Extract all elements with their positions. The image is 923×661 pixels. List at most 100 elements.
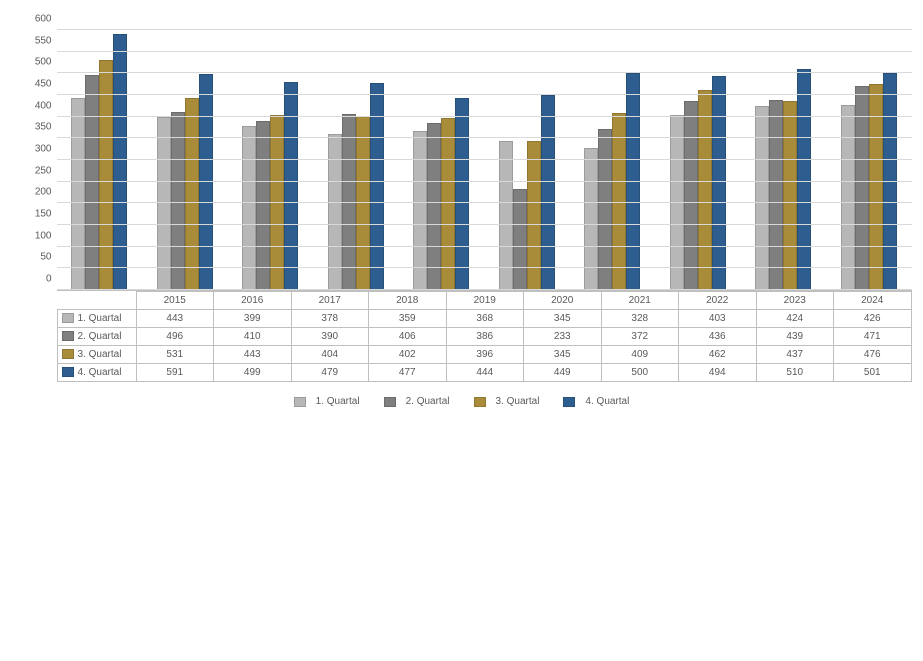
table-cell: 404 (291, 346, 369, 364)
legend-item: 1. Quartal (294, 396, 360, 407)
table-cell: 496 (136, 328, 214, 346)
bar (755, 106, 769, 290)
bar (370, 83, 384, 290)
grid-line (57, 29, 912, 30)
table-cell: 439 (756, 328, 834, 346)
data-table: 2015201620172018201920202021202220232024… (57, 291, 912, 382)
legend-item: 3. Quartal (474, 396, 540, 407)
legend-swatch-icon (474, 397, 486, 407)
bar (698, 90, 712, 290)
bar (783, 101, 797, 290)
legend-label: 3. Quartal (496, 396, 540, 407)
bar (841, 105, 855, 290)
year-header: 2015 (136, 292, 214, 310)
table-cell: 402 (369, 346, 447, 364)
chart-container: 050100150200250300350400450500550600 201… (12, 30, 912, 407)
bar (441, 118, 455, 290)
table-cell: 426 (834, 310, 912, 328)
y-tick-label: 150 (22, 209, 52, 220)
y-tick-label: 0 (22, 274, 52, 285)
bar (712, 76, 726, 290)
series-row-header: 2. Quartal (57, 328, 136, 346)
y-tick-label: 450 (22, 79, 52, 90)
table-cell: 378 (291, 310, 369, 328)
bar-group (570, 30, 656, 290)
bar (71, 98, 85, 290)
table-cell: 510 (756, 364, 834, 382)
legend-item: 4. Quartal (563, 396, 629, 407)
table-corner (57, 292, 136, 310)
table-cell: 345 (524, 310, 602, 328)
legend-swatch-icon (294, 397, 306, 407)
y-tick-label: 500 (22, 57, 52, 68)
bar (769, 100, 783, 290)
grid-line (57, 267, 912, 268)
bar-group (57, 30, 143, 290)
legend-swatch-icon (563, 397, 575, 407)
table-cell: 501 (834, 364, 912, 382)
bar-group (741, 30, 827, 290)
grid-line (57, 94, 912, 95)
table-cell: 443 (214, 346, 292, 364)
year-header: 2024 (834, 292, 912, 310)
bar (684, 101, 698, 290)
table-cell: 328 (601, 310, 679, 328)
grid-line (57, 181, 912, 182)
series-label: 3. Quartal (78, 349, 122, 360)
bar-group (826, 30, 912, 290)
y-tick-label: 50 (22, 252, 52, 263)
table-cell: 443 (136, 310, 214, 328)
legend-label: 4. Quartal (585, 396, 629, 407)
series-swatch-icon (62, 349, 74, 359)
y-tick-label: 350 (22, 122, 52, 133)
year-header: 2021 (601, 292, 679, 310)
series-label: 1. Quartal (78, 313, 122, 324)
grid-line (57, 137, 912, 138)
grid-line (57, 72, 912, 73)
table-cell: 449 (524, 364, 602, 382)
series-label: 4. Quartal (78, 367, 122, 378)
grid-line (57, 159, 912, 160)
grid-line (57, 224, 912, 225)
table-cell: 406 (369, 328, 447, 346)
y-tick-label: 200 (22, 187, 52, 198)
table-cell: 409 (601, 346, 679, 364)
bar (869, 84, 883, 290)
bar (541, 95, 555, 290)
year-header: 2023 (756, 292, 834, 310)
bar (185, 98, 199, 290)
year-header: 2019 (446, 292, 524, 310)
bar (157, 117, 171, 290)
legend: 1. Quartal 2. Quartal 3. Quartal 4. Quartal (12, 396, 912, 407)
series-row-header: 4. Quartal (57, 364, 136, 382)
bar (85, 75, 99, 290)
grid-line (57, 246, 912, 247)
table-cell: 436 (679, 328, 757, 346)
y-tick-label: 600 (22, 14, 52, 25)
bar-group (142, 30, 228, 290)
legend-item: 2. Quartal (384, 396, 450, 407)
bar (242, 126, 256, 290)
y-tick-label: 100 (22, 230, 52, 241)
grid-line (57, 289, 912, 290)
year-header: 2018 (369, 292, 447, 310)
year-header: 2016 (214, 292, 292, 310)
bar-group (399, 30, 485, 290)
table-cell: 390 (291, 328, 369, 346)
year-header: 2017 (291, 292, 369, 310)
bar (455, 98, 469, 290)
table-cell: 386 (446, 328, 524, 346)
legend-label: 2. Quartal (406, 396, 450, 407)
bar (171, 112, 185, 290)
bar-group (655, 30, 741, 290)
grid-line (57, 116, 912, 117)
legend-label: 1. Quartal (316, 396, 360, 407)
table-cell: 437 (756, 346, 834, 364)
year-header: 2020 (524, 292, 602, 310)
bar (584, 148, 598, 290)
table-cell: 500 (601, 364, 679, 382)
bar-group (228, 30, 314, 290)
table-cell: 396 (446, 346, 524, 364)
table-cell: 345 (524, 346, 602, 364)
table-cell: 372 (601, 328, 679, 346)
